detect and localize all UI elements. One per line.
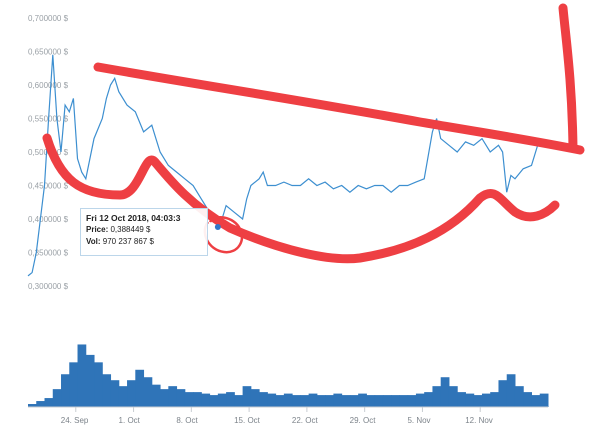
volume-bar [217,393,227,407]
y-tick-label: 0,300000 $ [28,282,69,291]
x-tick-label: 29. Oct [350,416,377,425]
volume-bar [77,344,87,407]
volume-bar [292,395,301,407]
volume-bar [44,398,54,407]
x-tick-label: 22. Oct [292,416,319,425]
volume-bar [382,395,392,407]
volume-bar [531,395,541,407]
volume-bar [481,393,491,407]
volume-bar [234,395,244,407]
annotation-right-vertical [558,3,578,153]
x-axis-ticks: 24. Sep 1. Oct 8. Oct 15. Oct 22. Oct 29. Oct… [61,407,493,425]
volume-bar [160,389,169,407]
volume-bar [242,386,252,407]
volume-bar [259,392,268,407]
y-tick-label: 0,600000 $ [28,81,69,90]
volume-bar [143,377,153,407]
volume-bar [168,386,178,407]
volume-bar [498,380,508,407]
y-tick-label: 0,650000 $ [28,48,69,57]
x-tick-label: 8. Oct [176,416,198,425]
y-tick-label: 0,450000 $ [28,182,69,191]
volume-bar [267,393,277,407]
volume-bar [399,395,409,407]
volume-bar [300,395,310,407]
volume-bars [28,344,549,408]
volume-bar [374,395,384,407]
volume-bar [28,404,37,407]
tooltip-vol-row: Vol: 970 237 867 $ [86,236,202,248]
volume-bar [275,395,285,407]
volume-bar [473,395,483,407]
x-tick-label: 5. Nov [407,416,430,425]
x-tick-label: 15. Oct [234,416,261,425]
tooltip-price-label: Price: [86,225,109,234]
volume-bar [514,386,524,407]
volume-bar [118,386,128,407]
volume-bar [407,395,417,407]
tooltip-price-row: Price: 0,388449 $ [86,224,202,236]
volume-bar [52,389,62,407]
volume-bar [490,392,499,407]
x-tick-label: 24. Sep [61,416,89,425]
volume-bar [325,395,334,407]
tooltip-vol-label: Vol: [86,237,101,246]
volume-bar [135,369,145,407]
volume-bar [283,393,293,407]
volume-bar [226,392,235,407]
volume-bar [358,393,367,407]
volume-bar [341,395,351,407]
volume-bar [201,393,211,407]
volume-bar [424,392,433,407]
volume-bar [506,374,516,407]
annotation-cup-curve [42,133,560,264]
tooltip: Fri 12 Oct 2018, 04:03:3 Price: 0,388449… [80,208,208,256]
tooltip-point-marker [214,224,221,231]
volume-bar [69,362,79,407]
volume-bar [250,389,260,407]
volume-bar [110,380,120,407]
volume-bar [308,393,318,407]
volume-bar [457,392,466,407]
volume-bar [316,395,326,407]
volume-bar [539,393,549,407]
volume-bar [333,393,343,407]
volume-bar [391,395,400,407]
y-tick-label: 0,350000 $ [28,249,69,258]
volume-bar [440,377,450,407]
volume-bar [176,389,186,407]
tooltip-vol-value: 970 237 867 $ [102,237,154,246]
volume-bar [36,401,46,407]
volume-bar [94,362,103,407]
volume-bar [209,395,219,407]
volume-bar [448,386,458,407]
volume-bar [415,393,425,407]
volume-bar [151,384,161,407]
volume-bar [465,393,475,407]
volume-bar [432,386,442,407]
x-tick-label: 1. Oct [119,416,141,425]
volume-bar [193,392,202,407]
tooltip-price-value: 0,388449 $ [110,225,151,234]
volume-bar [349,395,359,407]
annotation-top-line [93,62,585,155]
volume-bar [127,380,136,407]
y-tick-label: 0,700000 $ [28,14,69,23]
volume-bar [523,392,532,407]
volume-bar [366,395,376,407]
x-tick-label: 12. Nov [465,416,493,425]
hand-drawn-annotations [42,3,585,264]
volume-bar [184,392,194,407]
volume-bar [85,354,95,407]
volume-bar [61,374,70,407]
price-series-line [27,54,541,277]
volume-bar [102,374,112,407]
y-tick-label: 0,400000 $ [28,215,69,224]
tooltip-date: Fri 12 Oct 2018, 04:03:3 [86,213,181,223]
